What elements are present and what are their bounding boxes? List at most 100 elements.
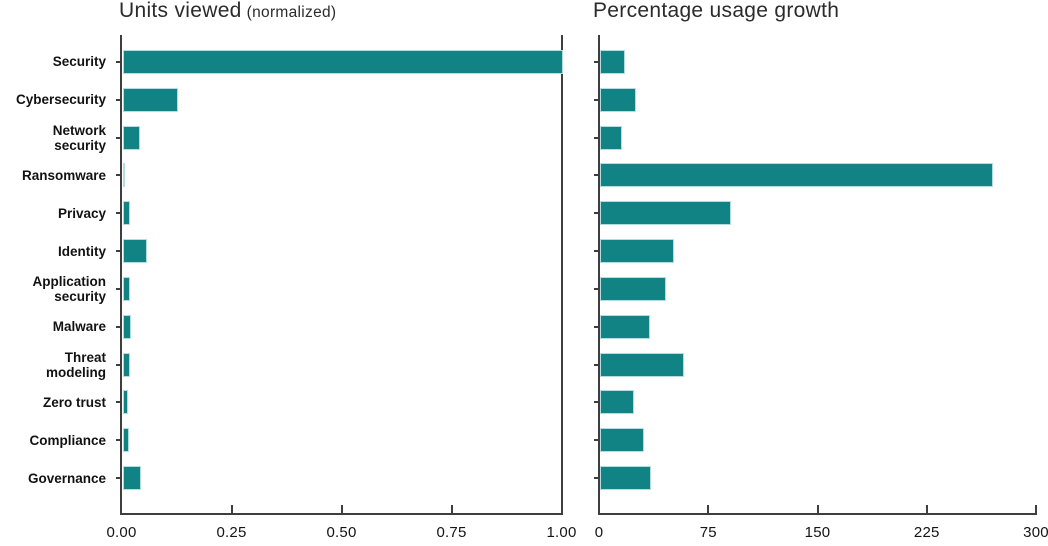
y-axis-tick: [593, 212, 598, 215]
chart-row-ransomware: Ransomware: [0, 156, 563, 194]
y-axis-tick: [593, 363, 598, 366]
category-label-line: Privacy: [57, 205, 106, 221]
chart-row-governance: [600, 459, 1037, 497]
chart-row-threat-modeling: Threat modeling: [0, 346, 563, 384]
x-axis-tick: [707, 505, 710, 513]
bar-ransomware: [123, 163, 126, 188]
category-label-line: Cybersecurity: [15, 92, 106, 108]
bar-track: [123, 428, 563, 453]
x-axis-tick-label: 0.25: [216, 524, 247, 541]
x-axis-tick: [450, 505, 453, 513]
y-axis-tick: [116, 325, 120, 328]
x-axis-tick: [816, 505, 819, 513]
bar-zero-trust: [600, 390, 634, 415]
bar-track: [600, 428, 1037, 453]
y-axis-tick: [116, 212, 120, 215]
bar-network-security: [123, 125, 140, 150]
right-chart-title-text: Percentage usage growth: [593, 0, 840, 22]
category-label-line: Ransomware: [21, 167, 106, 183]
bar-application-security: [123, 276, 131, 301]
bar-track: [600, 163, 1037, 188]
category-label-line: Malware: [52, 319, 106, 335]
bar-threat-modeling: [600, 352, 685, 377]
chart-row-network-security: Network security: [0, 119, 563, 157]
bar-identity: [123, 239, 148, 264]
left-chart-title-text: Units viewed: [119, 0, 242, 22]
x-axis-tick: [340, 505, 343, 513]
chart-row-governance: Governance: [0, 459, 563, 497]
chart-row-identity: [600, 232, 1037, 270]
bar-compliance: [123, 428, 130, 453]
x-axis-tick: [230, 505, 233, 513]
category-label-governance: Governance: [0, 471, 123, 486]
x-axis-tick-label: 0: [594, 524, 604, 541]
chart-row-identity: Identity: [0, 232, 563, 270]
chart-row-zero-trust: Zero trust: [0, 383, 563, 421]
y-axis-tick: [593, 250, 598, 253]
y-axis-tick: [116, 60, 120, 63]
y-axis-tick: [593, 477, 598, 480]
x-axis-tick-label: 0.75: [436, 524, 467, 541]
chart-row-ransomware: [600, 156, 1037, 194]
bar-network-security: [600, 125, 622, 150]
x-axis-tick-label: 150: [804, 524, 831, 541]
y-axis-tick: [593, 174, 598, 177]
bar-track: [123, 276, 563, 301]
bar-ransomware: [600, 163, 994, 188]
bar-security: [123, 49, 563, 74]
bar-track: [600, 87, 1037, 112]
bar-threat-modeling: [123, 352, 131, 377]
chart-row-compliance: Compliance: [0, 421, 563, 459]
category-label-identity: Identity: [0, 244, 123, 259]
y-axis-tick: [593, 287, 598, 290]
x-axis-tick-label: 75: [699, 524, 717, 541]
x-axis-tick-label: 0.00: [106, 524, 137, 541]
bar-track: [600, 390, 1037, 415]
y-axis-tick: [116, 136, 120, 139]
bar-track: [123, 352, 563, 377]
chart-row-malware: [600, 308, 1037, 346]
y-axis-tick: [593, 401, 598, 404]
bar-track: [123, 87, 563, 112]
y-axis-tick: [593, 325, 598, 328]
category-label-line: security: [54, 137, 106, 153]
y-axis-tick: [593, 136, 598, 139]
category-label-line: Network: [52, 122, 106, 138]
y-axis-tick: [116, 477, 120, 480]
chart-row-application-security: Application security: [0, 270, 563, 308]
category-label-line: Identity: [57, 243, 106, 259]
bar-malware: [600, 314, 650, 339]
chart-row-malware: Malware: [0, 308, 563, 346]
x-axis-tick-label: 300: [1023, 524, 1048, 541]
bar-track: [123, 466, 563, 491]
bar-compliance: [600, 428, 644, 453]
bar-identity: [600, 239, 675, 264]
category-label-privacy: Privacy: [0, 206, 123, 221]
chart-row-zero-trust: [600, 383, 1037, 421]
category-label-threat-modeling: Threat modeling: [0, 350, 123, 380]
category-label-line: Security: [52, 54, 106, 70]
x-axis-tick: [925, 505, 928, 513]
bar-track: [123, 163, 563, 188]
bar-governance: [123, 466, 142, 491]
bar-cybersecurity: [600, 87, 637, 112]
bar-track: [600, 125, 1037, 150]
y-axis-tick: [116, 401, 120, 404]
chart-row-security: [600, 43, 1037, 81]
bar-governance: [600, 466, 651, 491]
bar-security: [600, 49, 625, 74]
chart-row-application-security: [600, 270, 1037, 308]
bar-track: [123, 49, 563, 74]
chart-row-threat-modeling: [600, 346, 1037, 384]
bar-zero-trust: [123, 390, 128, 415]
y-axis-tick: [116, 250, 120, 253]
category-label-line: Zero trust: [42, 394, 106, 410]
y-axis-tick: [593, 98, 598, 101]
chart-row-privacy: [600, 194, 1037, 232]
category-label-line: Threat: [64, 349, 106, 365]
y-axis-tick: [116, 287, 120, 290]
category-label-compliance: Compliance: [0, 433, 123, 448]
y-axis-tick: [593, 439, 598, 442]
category-label-line: Application: [32, 273, 107, 289]
